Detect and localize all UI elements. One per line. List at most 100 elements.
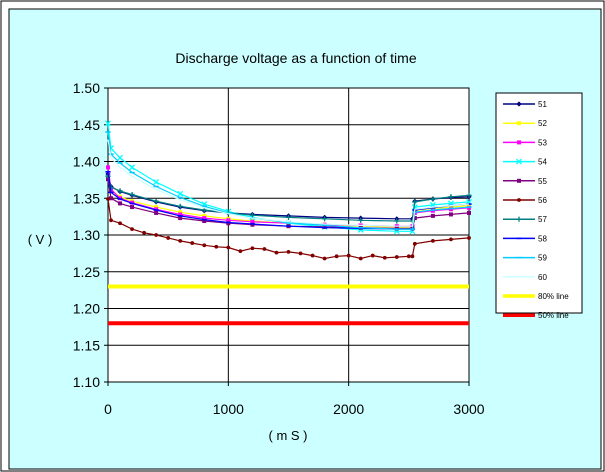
data-point [109,218,113,223]
data-point [129,191,135,198]
y-tick-label: 1.20 [73,301,100,317]
legend-marker [516,216,522,222]
data-point [117,188,123,194]
data-point [412,241,417,246]
series-56 [106,197,471,261]
data-point [410,254,415,259]
data-point [406,254,411,259]
data-point [153,198,159,204]
data-point [105,120,111,127]
data-point [202,213,207,218]
data-point [153,179,160,186]
data-point [202,219,207,224]
data-point [334,254,339,259]
data-point [466,192,472,198]
legend-marker [517,140,521,145]
data-point [177,190,184,197]
legend-label: 58 [538,234,547,243]
y-axis-ticks: 1.10 1.15 1.20 1.25 1.30 1.35 1.40 1.45 1.50 [73,80,108,390]
gridlines [108,88,469,382]
legend-marker [516,101,522,107]
data-point [467,236,471,240]
x-tick-label: 1000 [213,401,244,417]
data-point [109,196,114,201]
legend-entry: 53 [503,138,547,147]
legend-entry: 60 [503,273,547,282]
series-layer [105,120,472,326]
legend-entry: 80% line [503,292,569,301]
data-point [430,196,436,202]
legend-entry: 51 [503,100,547,109]
data-point [154,233,159,237]
legend-entry: 55 [503,177,547,186]
data-point [412,216,417,221]
data-point [431,238,435,243]
y-tick-label: 1.40 [73,154,100,170]
legend-entry: 59 [503,254,547,263]
data-point [106,197,110,201]
series-60 [107,139,470,227]
legend-label: 80% line [538,292,569,301]
data-point [178,212,183,217]
data-point [358,217,364,223]
data-point [117,154,123,161]
data-point [106,177,110,182]
data-point [226,218,231,223]
data-point [346,253,351,258]
data-point [370,253,375,258]
series-line [107,139,470,227]
data-point [130,205,135,210]
data-point [249,212,255,218]
data-point [358,256,363,261]
legend-entry: 52 [503,119,547,128]
y-tick-label: 1.45 [73,117,100,133]
data-point [178,210,183,215]
data-point [106,165,110,170]
data-point [286,250,291,254]
legend-marker [517,178,521,183]
y-tick-label: 1.25 [73,264,100,280]
data-point [467,203,471,208]
x-axis-ticks: 0 1000 2000 3000 [104,382,485,417]
legend-entry: 50% line [503,311,569,320]
x-tick-label: 2000 [333,401,364,417]
legend-label: 50% line [538,311,569,320]
data-point [118,221,122,226]
legend-label: 52 [538,119,547,128]
data-point [448,194,454,200]
data-point [430,213,435,218]
data-point [129,164,136,171]
legend-label: 56 [538,196,547,205]
chart-title: Discharge voltage as a function of time [175,50,416,66]
data-point [262,247,267,251]
data-point [178,216,183,221]
data-point [154,205,159,210]
data-point [142,230,147,235]
data-point [130,227,134,232]
y-tick-label: 1.30 [73,227,100,243]
data-point [298,251,303,256]
legend-label: 55 [538,177,547,186]
legend-label: 54 [538,158,547,167]
data-point [382,255,387,260]
data-point [274,250,279,255]
y-tick-label: 1.50 [73,80,100,96]
data-point [214,244,219,249]
data-point [177,203,183,209]
data-point [202,216,207,221]
data-point [190,241,195,245]
x-tick-label: 3000 [453,401,484,417]
data-point [449,237,453,242]
series-57 [105,173,472,224]
data-point [250,219,255,224]
legend-entry: 56 [503,196,547,205]
y-tick-label: 1.10 [73,374,100,390]
legend-label: 53 [538,138,547,147]
legend: 51 52 53 54 55 56 57 58 59 60 80% line 50% line [503,100,569,320]
legend-entry: 54 [503,158,547,167]
data-point [285,214,292,220]
data-point [394,255,399,259]
legend-label: 59 [538,254,547,263]
legend-marker [517,121,521,126]
x-tick-label: 0 [104,401,112,417]
